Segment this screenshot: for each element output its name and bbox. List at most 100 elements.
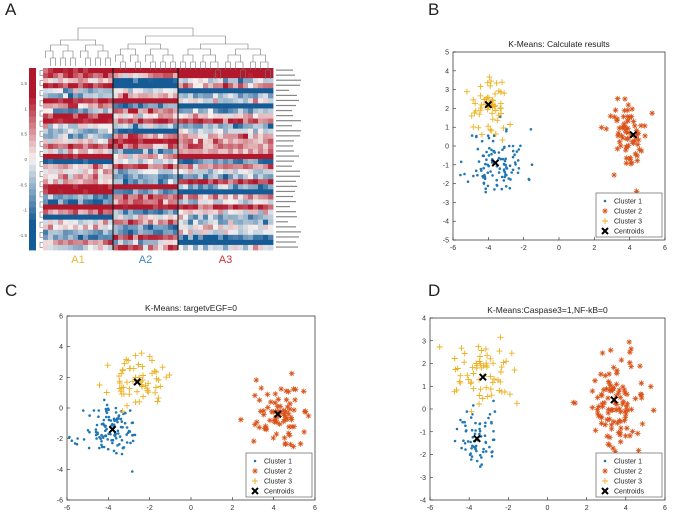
heatmap-cell [83, 194, 89, 200]
data-point [92, 409, 96, 412]
heatmap-cell [228, 214, 234, 221]
heatmap-cell [208, 88, 214, 94]
data-point [132, 399, 139, 406]
heatmap-cell [83, 68, 89, 74]
data-point [633, 127, 640, 134]
heatmap-cell [103, 214, 109, 221]
dendrogram-link [39, 70, 43, 76]
data-point [88, 414, 91, 417]
heatmap-cell [118, 164, 124, 170]
heatmap-cell [193, 179, 199, 185]
data-point [267, 417, 273, 424]
heatmap-cell [223, 184, 229, 190]
heatmap-cell [53, 153, 59, 160]
heatmap-cell [253, 209, 259, 216]
heatmap-cell [168, 118, 174, 125]
heatmap-cell [208, 108, 214, 114]
heatmap-cell [223, 194, 229, 200]
heatmap-cell [198, 123, 204, 130]
heatmap-cell [113, 179, 119, 185]
data-point [117, 414, 121, 417]
heatmap-cell [108, 204, 114, 210]
heatmap-cell [158, 194, 164, 200]
heatmap-cell [98, 148, 104, 155]
heatmap-cell [133, 159, 139, 165]
chart-title: K-Means:Caspase3=1,NF-kB=0 [487, 305, 608, 315]
data-point [288, 370, 295, 377]
heatmap-cell [163, 204, 169, 210]
heatmap-cell [183, 224, 189, 231]
heatmap-cell [153, 128, 159, 135]
heatmap-cell [203, 224, 209, 231]
heatmap-cell [238, 83, 244, 89]
heatmap-cell [148, 133, 154, 140]
heatmap-cell [138, 88, 144, 94]
data-point [471, 109, 478, 116]
heatmap-cell [68, 204, 74, 210]
data-point [159, 364, 166, 371]
data-point [469, 364, 476, 371]
heatmap-cell [73, 204, 79, 210]
heatmap-cell [48, 78, 54, 84]
heatmap-cell [138, 78, 144, 84]
data-point [464, 424, 467, 428]
heatmap-cell [208, 123, 214, 130]
colorbar-swatch [29, 134, 36, 142]
heatmap-cell [48, 103, 54, 109]
heatmap-cell [103, 169, 109, 175]
heatmap-cell [268, 153, 274, 160]
heatmap-cell [243, 189, 249, 195]
heatmap-cell [53, 159, 59, 165]
heatmap-cell [88, 239, 94, 246]
heatmap-cell [108, 123, 114, 130]
heatmap-cell [148, 93, 154, 99]
heatmap-cell [123, 184, 129, 190]
data-point [468, 379, 475, 386]
heatmap-cell [223, 78, 229, 84]
heatmap-cell [113, 169, 119, 175]
row-label-mark [276, 94, 297, 96]
heatmap-cell [193, 138, 199, 145]
heatmap-cell [193, 229, 199, 236]
heatmap-cell [113, 103, 119, 109]
heatmap-cell [63, 164, 69, 170]
heatmap-cell [188, 113, 194, 119]
heatmap-cell [173, 68, 179, 74]
data-point [116, 420, 119, 424]
heatmap-cell [233, 123, 239, 130]
centroid-marker [478, 373, 487, 382]
heatmap-cell [268, 164, 274, 170]
heatmap-cell [208, 199, 214, 205]
heatmap-cell [223, 93, 229, 99]
heatmap-cell [198, 118, 204, 125]
heatmap-cell [103, 68, 109, 74]
heatmap-cell [93, 123, 99, 130]
data-point [492, 430, 495, 433]
heatmap-cell [258, 73, 264, 79]
data-point [125, 357, 132, 364]
dendrogram-link [60, 39, 96, 45]
data-point [627, 433, 633, 439]
heatmap-cell [198, 169, 204, 175]
heatmap-cell [133, 229, 139, 236]
heatmap-cell [183, 153, 189, 160]
heatmap-cell [78, 108, 84, 114]
heatmap-cell [263, 113, 269, 119]
heatmap-cell [263, 209, 269, 216]
data-point [498, 369, 504, 375]
heatmap-cell [58, 229, 64, 236]
heatmap-cell [248, 148, 254, 155]
heatmap-cell [218, 214, 224, 221]
heatmap-cell [103, 244, 109, 251]
heatmap-cell [73, 153, 79, 160]
heatmap-cell [158, 83, 164, 89]
heatmap-cell [238, 113, 244, 119]
heatmap-cell [188, 199, 194, 205]
heatmap-cell [93, 68, 99, 74]
data-point [624, 135, 630, 142]
y-tick-label: 4 [422, 316, 426, 323]
colorbar-swatch [29, 243, 36, 251]
colorbar-swatch [29, 201, 36, 208]
data-point [470, 370, 477, 377]
